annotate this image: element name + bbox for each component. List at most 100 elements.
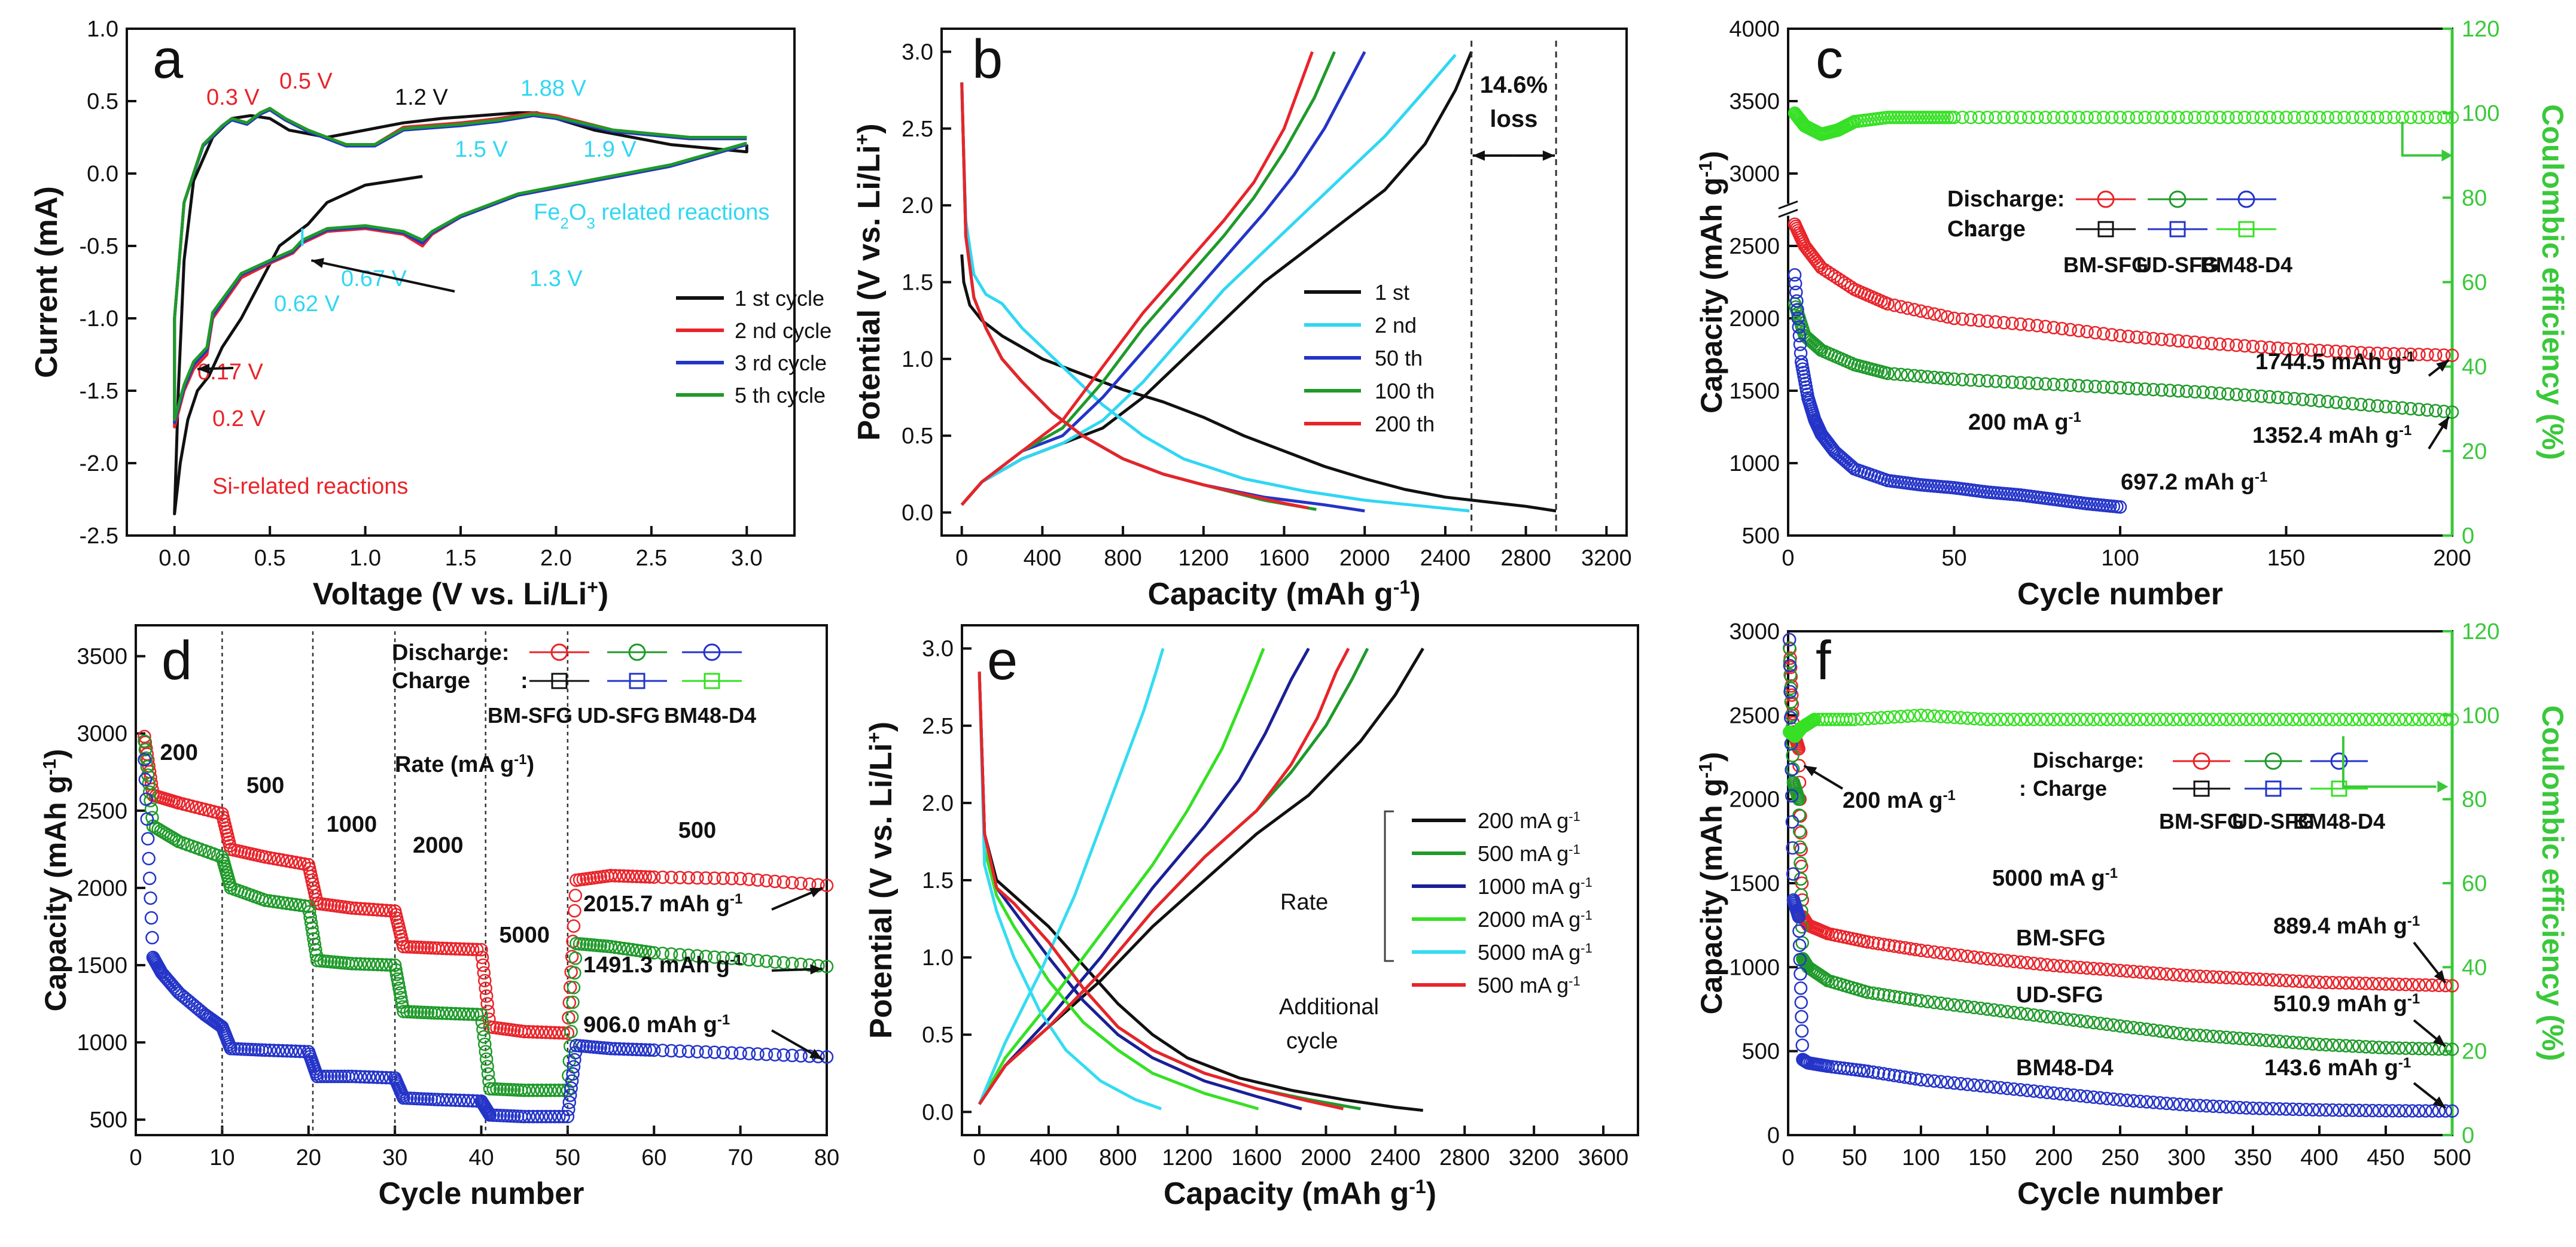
markers-ud-sfg: [138, 734, 834, 1097]
data-point: [2193, 969, 2207, 983]
data-point: [1785, 763, 1798, 777]
data-point: [1927, 370, 1941, 384]
data-point: [785, 1048, 799, 1063]
data-point: [2370, 346, 2385, 360]
data-point: [2014, 1006, 2027, 1020]
data-point: [479, 981, 492, 995]
data-point: [2067, 713, 2081, 726]
data-point: [2362, 398, 2376, 412]
data-point: [375, 903, 389, 917]
data-point: [1788, 276, 1802, 291]
data-point: [1783, 655, 1797, 668]
data-point: [1854, 712, 1868, 726]
data-point: [354, 902, 367, 916]
data-point: [1974, 712, 1988, 726]
data-point: [2325, 1103, 2340, 1117]
data-point: [144, 891, 157, 905]
data-point: [2146, 110, 2160, 124]
data-point: [2365, 713, 2380, 726]
data-point: [568, 1053, 581, 1067]
data-point: [716, 951, 730, 965]
data-point: [2252, 972, 2267, 986]
data-point: [1934, 371, 1948, 385]
data-point: [1901, 368, 1915, 382]
data-point: [2014, 713, 2027, 726]
data-point: [1881, 297, 1895, 311]
data-point: [794, 877, 808, 890]
y-tick-label: 0.5: [922, 1023, 954, 1048]
data-point: [271, 1044, 285, 1058]
data-point: [248, 1042, 262, 1057]
data-point: [2153, 1024, 2167, 1038]
data-point: [2153, 966, 2167, 981]
data-point: [2279, 391, 2293, 405]
x-tick-label: 80: [814, 1145, 839, 1170]
arrow-head: [2437, 780, 2449, 793]
data-point: [535, 1109, 549, 1124]
data-point: [2420, 348, 2434, 361]
y-tick-label: 1500: [77, 953, 127, 978]
data-point: [2193, 1029, 2207, 1042]
data-point: [1789, 285, 1803, 299]
data-point: [621, 1042, 635, 1056]
data-point: [630, 943, 644, 957]
plot-frame: [1787, 28, 2453, 537]
data-point: [1901, 709, 1915, 723]
data-point: [497, 1109, 511, 1123]
gcd-curve-2000-mA-g-1-discharge: [978, 671, 1259, 1111]
data-point: [564, 1081, 578, 1095]
data-point: [1934, 110, 1948, 124]
data-point: [393, 986, 407, 1000]
data-point: [476, 958, 490, 972]
data-point: [271, 895, 285, 909]
panel-letter-b: b: [972, 29, 1003, 90]
capacity-callout: 1491.3 mAh g-1: [583, 952, 742, 978]
data-point: [2230, 338, 2243, 352]
data-point: [2171, 384, 2185, 398]
arrow-head: [1472, 150, 1485, 161]
data-point: [2146, 382, 2160, 397]
data-point: [389, 963, 403, 977]
data-point: [2299, 975, 2313, 989]
data-point: [562, 1102, 576, 1117]
panel-letter-f: f: [1816, 630, 1831, 691]
data-point: [306, 926, 320, 941]
data-point: [2219, 1030, 2233, 1044]
data-point: [2173, 1097, 2187, 1111]
data-point: [2105, 328, 2119, 342]
data-point: [258, 893, 272, 907]
data-point: [479, 1045, 492, 1059]
data-point: [724, 871, 739, 886]
data-point: [531, 1083, 544, 1097]
data-point: [2186, 1098, 2200, 1112]
data-point: [444, 1093, 458, 1107]
data-point: [1927, 945, 1941, 959]
data-point: [2279, 713, 2293, 726]
data-point: [334, 1069, 348, 1084]
data-point: [2113, 381, 2127, 395]
data-point: [517, 1109, 531, 1124]
y-tick-label: -1.0: [80, 306, 118, 331]
data-point: [2080, 1090, 2094, 1103]
data-point: [1989, 375, 2003, 388]
data-point: [2155, 110, 2169, 124]
data-point: [2022, 110, 2036, 124]
data-point: [2060, 713, 2074, 726]
data-point: [2252, 1033, 2267, 1047]
data-point: [1785, 789, 1799, 803]
data-point: [410, 1005, 424, 1019]
legend-series-name: UD-SFG: [2136, 253, 2219, 277]
axis-break-mark: [1778, 200, 1798, 209]
data-point: [480, 997, 494, 1011]
data-point: [625, 942, 640, 957]
y2-tick-label: 80: [2462, 185, 2487, 211]
data-point: [2337, 345, 2351, 359]
data-point: [608, 1042, 622, 1056]
y-tick-label: 3000: [1729, 162, 1780, 187]
data-point: [2007, 713, 2021, 726]
data-point: [1794, 826, 1808, 840]
data-point: [284, 897, 299, 911]
rate-step-label: 200: [160, 740, 197, 765]
data-point: [2080, 110, 2094, 124]
data-point: [1894, 367, 1908, 382]
